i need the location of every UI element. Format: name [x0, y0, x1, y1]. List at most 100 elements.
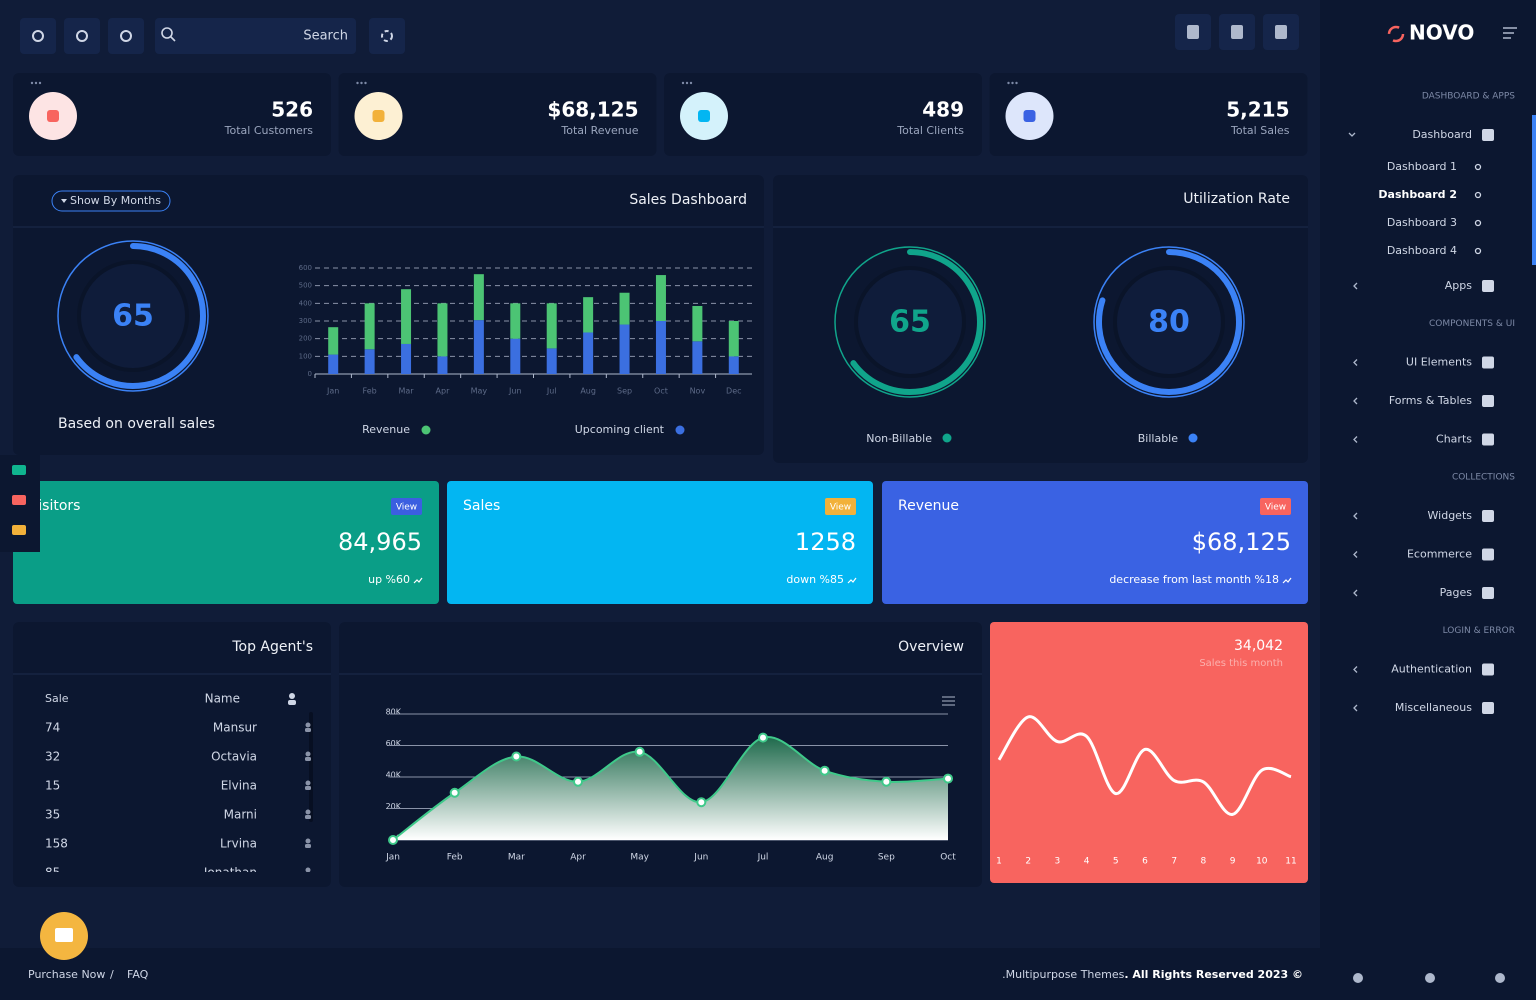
menu-chevron: [1353, 551, 1358, 558]
bar-segment: [619, 324, 630, 374]
menu-item[interactable]: Charts: [1436, 433, 1472, 446]
name-cell: Octavia: [211, 750, 257, 764]
gauge-arc: [73, 243, 206, 389]
summary-card: [13, 481, 439, 604]
legend-swatch: [421, 425, 431, 435]
toolbar-button[interactable]: [369, 18, 405, 54]
floating-tool[interactable]: [12, 465, 26, 475]
toolbar-icon: [120, 30, 132, 42]
x-tick-label: 1: [996, 857, 1002, 867]
x-tick-label: 3: [1055, 857, 1061, 867]
gauge-ring: [57, 240, 209, 392]
stat-icon: [372, 110, 385, 122]
view-button-label[interactable]: View: [396, 503, 417, 513]
stat-card: [338, 73, 657, 156]
agent-icon: [305, 867, 311, 872]
x-tick-label: Jun: [508, 387, 522, 396]
view-button[interactable]: [1260, 498, 1291, 515]
summary-card: [447, 481, 873, 604]
y-tick-label: 60K: [386, 739, 402, 748]
menu-item[interactable]: Pages: [1440, 586, 1473, 599]
sale-cell: 74: [45, 721, 60, 735]
card-menu-dot: [364, 81, 367, 85]
menu-item[interactable]: Apps: [1445, 279, 1472, 292]
menu-item[interactable]: Miscellaneous: [1395, 701, 1472, 714]
x-tick-label: Mar: [398, 387, 414, 396]
legend-label: Revenue: [362, 423, 410, 436]
bar-segment: [437, 356, 448, 374]
bar-segment: [401, 289, 412, 344]
filter-label[interactable]: Show By Months: [70, 194, 161, 207]
stat-card: [664, 73, 982, 156]
sidebar-footer-icon[interactable]: [1353, 973, 1363, 983]
x-tick-label: May: [471, 387, 488, 396]
submenu-item[interactable]: Dashboard 3: [1387, 216, 1457, 229]
menu-chevron: [1353, 436, 1358, 443]
bar-segment: [583, 332, 594, 374]
data-point: [696, 797, 707, 808]
submenu-item[interactable]: Dashboard 1: [1387, 160, 1457, 173]
gauge-ring: [834, 246, 986, 398]
agent-icon: [305, 757, 311, 761]
x-tick-label: Aug: [580, 387, 596, 396]
card-menu-dot: [689, 81, 693, 85]
submenu-item[interactable]: Dashboard 4: [1387, 244, 1457, 257]
sale-cell: 15: [45, 779, 60, 793]
name-cell: Mansur: [213, 721, 257, 735]
menu-item[interactable]: UI Elements: [1406, 356, 1472, 369]
card-menu-dot: [30, 81, 34, 85]
menu-chevron: [1353, 589, 1358, 597]
bar-segment: [510, 303, 521, 339]
data-point: [819, 765, 830, 776]
view-button[interactable]: [825, 498, 856, 515]
submenu-dot: [1474, 191, 1482, 199]
agent-icon: [305, 728, 311, 732]
filter-button[interactable]: [51, 190, 171, 212]
copyright: .Multipurpose Themes. All Rights Reserve…: [1002, 968, 1303, 981]
agents-rows: 74 Mansur 32 Octavia 15 Elvina 35 Marni 158 Lrvin…: [45, 721, 311, 872]
menu-item[interactable]: Ecommerce: [1407, 548, 1472, 561]
y-tick-label: 600: [299, 264, 312, 272]
agents-panel: [13, 622, 331, 887]
trend-icon: [413, 577, 423, 584]
card-menu-dot: [685, 81, 689, 85]
sale-cell: 158: [45, 837, 68, 851]
x-tick-label: Jun: [693, 853, 708, 863]
x-tick-label: Feb: [447, 853, 463, 863]
view-button[interactable]: [391, 498, 422, 515]
submenu-item[interactable]: Dashboard 2: [1378, 188, 1457, 201]
y-tick-label: 200: [299, 335, 312, 343]
menu-item[interactable]: Forms & Tables: [1389, 394, 1472, 407]
floating-tool[interactable]: [12, 495, 26, 505]
gauge-value: 65: [112, 299, 154, 334]
trend-icon: [847, 577, 857, 584]
view-button-label[interactable]: View: [1265, 503, 1286, 513]
footer-link[interactable]: FAQ: [127, 968, 149, 981]
sidebar-footer-icon[interactable]: [1425, 973, 1435, 983]
toolbar-button[interactable]: [108, 18, 144, 54]
menu-chevron: [1353, 512, 1358, 520]
stat-label: Total Clients: [896, 124, 964, 137]
toolbar-button[interactable]: [20, 18, 56, 54]
footer-link[interactable]: Purchase Now: [28, 968, 105, 981]
scrollbar: [309, 712, 313, 822]
search-box[interactable]: [155, 18, 356, 54]
menu-item[interactable]: Dashboard: [1412, 128, 1472, 141]
menu-item[interactable]: Widgets: [1428, 509, 1473, 522]
floating-tool[interactable]: [12, 525, 26, 535]
menu-item[interactable]: Authentication: [1391, 663, 1472, 676]
sidebar-footer-icon[interactable]: [1495, 973, 1505, 983]
view-button-label[interactable]: View: [830, 503, 851, 513]
utilization-panel: [773, 175, 1308, 463]
search-icon: [170, 36, 176, 42]
gauge-core: [854, 266, 966, 378]
search-icon: [161, 27, 173, 39]
copyright-part: .Multipurpose Themes: [1002, 968, 1125, 981]
data-point: [449, 787, 460, 798]
stat-label: Total Sales: [1230, 124, 1290, 137]
y-tick-label: 500: [299, 282, 312, 290]
gauge-legend-swatch: [1188, 433, 1198, 443]
toolbar-button[interactable]: [64, 18, 100, 54]
y-tick-label: 20K: [386, 802, 402, 811]
